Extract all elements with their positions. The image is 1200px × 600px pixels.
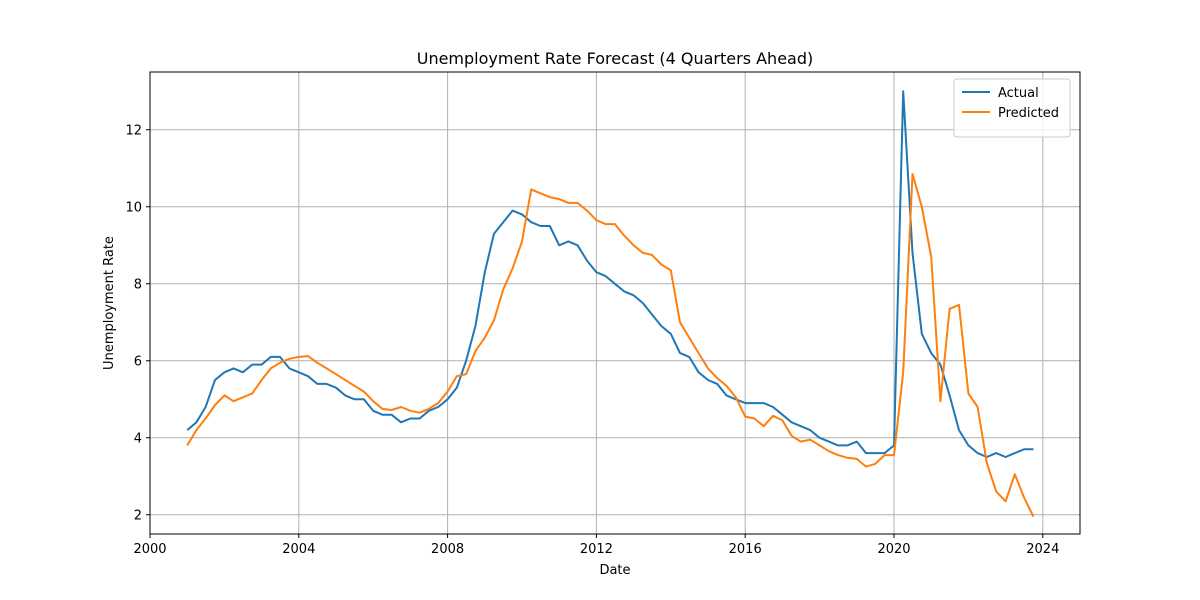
series-lines [186,90,1035,518]
x-tick-label: 2012 [580,542,613,557]
x-axis-label: Date [599,563,630,578]
x-tick-label: 2004 [282,542,315,557]
x-tick-label: 2000 [133,542,166,557]
y-tick-label: 4 [134,431,142,446]
series-line-predicted [186,173,1035,518]
legend: Actual Predicted [953,78,1071,138]
x-tick-label: 2008 [431,542,464,557]
legend-label-predicted: Predicted [998,106,1059,121]
y-tick-label: 6 [134,354,142,369]
series-line-actual [186,90,1034,458]
chart-title: Unemployment Rate Forecast (4 Quarters A… [417,49,814,68]
plot-area-frame [149,71,1081,535]
legend-label-actual: Actual [998,86,1039,101]
y-axis-label: Unemployment Rate [102,236,117,370]
x-tick-label: 2020 [877,542,910,557]
x-tick-label: 2024 [1026,542,1059,557]
y-tick-label: 2 [134,508,142,523]
legend-box [953,78,1071,138]
y-tick-label: 8 [134,277,142,292]
axis-ticks: 2000 2004 2008 2012 2016 2020 2024 2 4 6 8 10 12 [125,123,1059,557]
x-tick-label: 2016 [729,542,762,557]
y-tick-label: 12 [125,123,142,138]
y-tick-label: 10 [125,200,142,215]
